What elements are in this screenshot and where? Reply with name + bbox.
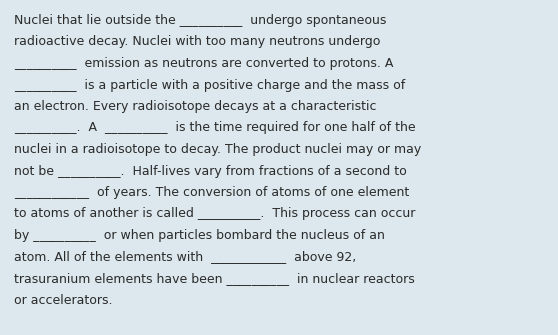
Text: or accelerators.: or accelerators. bbox=[14, 293, 113, 307]
Text: nuclei in a radioisotope to decay. The product nuclei may or may: nuclei in a radioisotope to decay. The p… bbox=[14, 143, 421, 156]
Text: an electron. Every radioisotope decays at a characteristic: an electron. Every radioisotope decays a… bbox=[14, 100, 377, 113]
Text: to atoms of another is called __________.  This process can occur: to atoms of another is called __________… bbox=[14, 207, 415, 220]
Text: not be __________.  Half-lives vary from fractions of a second to: not be __________. Half-lives vary from … bbox=[14, 164, 407, 178]
Text: __________  is a particle with a positive charge and the mass of: __________ is a particle with a positive… bbox=[14, 78, 405, 91]
Text: trasuranium elements have been __________  in nuclear reactors: trasuranium elements have been _________… bbox=[14, 272, 415, 285]
Text: ____________  of years. The conversion of atoms of one element: ____________ of years. The conversion of… bbox=[14, 186, 409, 199]
Text: __________.  A  __________  is the time required for one half of the: __________. A __________ is the time req… bbox=[14, 122, 416, 134]
Text: by __________  or when particles bombard the nucleus of an: by __________ or when particles bombard … bbox=[14, 229, 385, 242]
Text: Nuclei that lie outside the __________  undergo spontaneous: Nuclei that lie outside the __________ u… bbox=[14, 14, 386, 27]
Text: __________  emission as neutrons are converted to protons. A: __________ emission as neutrons are conv… bbox=[14, 57, 393, 70]
Text: radioactive decay. Nuclei with too many neutrons undergo: radioactive decay. Nuclei with too many … bbox=[14, 36, 381, 49]
Text: atom. All of the elements with  ____________  above 92,: atom. All of the elements with _________… bbox=[14, 251, 356, 264]
